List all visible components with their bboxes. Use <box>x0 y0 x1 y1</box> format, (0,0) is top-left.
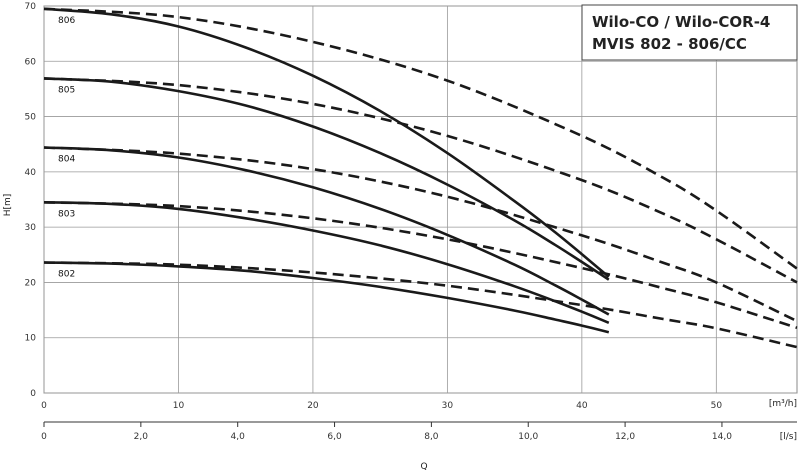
x-unit-ls: [l/s] <box>780 432 797 442</box>
curve-label-806: 806 <box>58 16 75 26</box>
y-tick-label: 20 <box>25 278 37 288</box>
x-tick-label-ls: 12,0 <box>615 432 635 442</box>
x-tick-label-ls: 4,0 <box>231 432 246 442</box>
x-tick-label-ls: 14,0 <box>712 432 732 442</box>
grid-layer: 0 10 20 30 40 50 60 70 0 10 20 30 40 50 0 2,0 4,0 6,0 8,0 1… <box>25 2 798 442</box>
x-axis-title: Q <box>420 462 427 472</box>
x-tick-label-ls: 10,0 <box>518 432 538 442</box>
y-tick-label: 30 <box>25 223 37 233</box>
x-tick-label-ls: 6,0 <box>327 432 342 442</box>
x-tick-label-m3h: 50 <box>711 401 723 411</box>
title-box-frame <box>581 4 798 61</box>
curve-label-805: 805 <box>58 85 75 95</box>
curve-804-dashed <box>43 146 798 323</box>
curve-803-dashed <box>43 201 798 330</box>
x-tick-label-ls: 8,0 <box>424 432 439 442</box>
x-tick-label-m3h: 30 <box>442 401 454 411</box>
y-tick-label: 0 <box>30 389 36 399</box>
curve-804-solid <box>43 146 610 316</box>
curve-805-solid <box>43 77 610 281</box>
y-tick-label: 60 <box>25 57 37 67</box>
curve-805-dashed <box>43 77 798 284</box>
curve-label-804: 804 <box>58 155 75 165</box>
label-layer: 806 805 804 803 802 <box>58 16 75 280</box>
y-tick-label: 10 <box>25 334 37 344</box>
plot-frame <box>43 5 798 394</box>
y-axis-title: H[m] <box>3 194 13 217</box>
x-tick-label-ls: 2,0 <box>134 432 149 442</box>
curve-label-802: 802 <box>58 270 75 280</box>
curve-layer <box>43 7 798 349</box>
x-tick-label-m3h: 0 <box>41 401 47 411</box>
curve-806-dashed <box>43 7 798 270</box>
y-tick-label: 40 <box>25 168 37 178</box>
curve-803-solid <box>43 201 610 324</box>
title-line-1: Wilo-CO / Wilo-COR-4 <box>592 13 770 31</box>
x-tick-label-m3h: 20 <box>307 401 319 411</box>
y-tick-label: 70 <box>25 2 37 12</box>
x-tick-label-ls: 0 <box>41 432 47 442</box>
y-tick-label: 50 <box>25 113 37 123</box>
x-tick-label-m3h: 40 <box>576 401 588 411</box>
title-line-2: MVIS 802 - 806/CC <box>592 35 747 53</box>
curve-802-dashed <box>43 261 798 349</box>
curve-806-solid <box>43 7 610 278</box>
x-unit-m3h: [m³/h] <box>769 399 797 409</box>
title-box: Wilo-CO / Wilo-COR-4 MVIS 802 - 806/CC <box>581 4 798 61</box>
x-tick-label-m3h: 10 <box>173 401 185 411</box>
curve-label-803: 803 <box>58 209 75 219</box>
